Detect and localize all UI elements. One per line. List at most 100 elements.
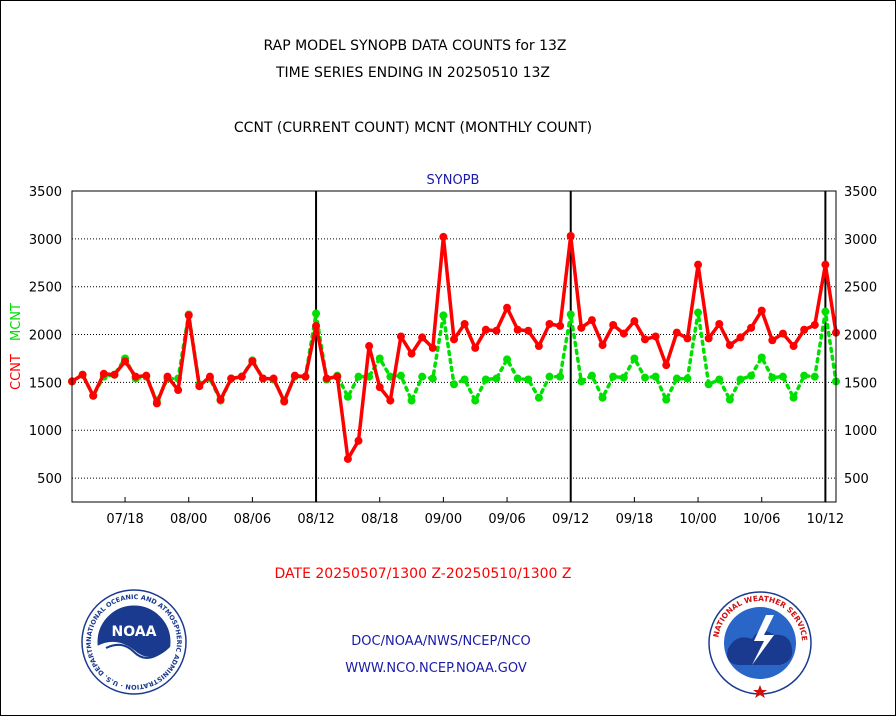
point-mcnt: [725, 395, 734, 404]
point-ccnt: [503, 303, 512, 312]
point-mcnt: [577, 377, 586, 386]
point-ccnt: [269, 374, 278, 383]
point-ccnt: [747, 323, 756, 332]
point-ccnt: [524, 326, 533, 335]
point-mcnt: [396, 371, 405, 380]
point-mcnt: [587, 371, 596, 380]
noaa-logo-text: NOAA: [112, 624, 157, 640]
point-mcnt: [789, 393, 798, 402]
point-mcnt: [566, 310, 575, 319]
point-mcnt: [609, 372, 618, 381]
x-tick-label: 08/00: [170, 512, 207, 527]
point-ccnt: [810, 320, 819, 329]
x-tick-label: 07/18: [106, 512, 143, 527]
point-mcnt: [630, 354, 639, 363]
point-ccnt: [205, 372, 214, 381]
nco-website-link[interactable]: WWW.NCO.NCEP.NOAA.GOV: [345, 661, 527, 676]
point-mcnt: [715, 375, 724, 384]
series-layer: [68, 231, 840, 463]
star-icon: [753, 685, 767, 698]
point-mcnt: [810, 372, 819, 381]
point-ccnt: [152, 399, 161, 408]
point-ccnt: [174, 386, 183, 395]
point-mcnt: [747, 371, 756, 380]
y-tick-right: 2500: [844, 281, 877, 296]
point-mcnt: [662, 395, 671, 404]
chart-title-line1: RAP MODEL SYNOPB DATA COUNTS for 13Z: [263, 38, 566, 54]
point-mcnt: [757, 353, 766, 362]
point-ccnt: [662, 361, 671, 370]
point-mcnt: [821, 307, 830, 316]
point-ccnt: [672, 328, 681, 337]
x-tick-label: 10/00: [679, 512, 716, 527]
point-mcnt: [598, 393, 607, 402]
point-mcnt: [450, 380, 458, 389]
point-ccnt: [768, 336, 777, 345]
x-tick-label: 10/12: [807, 512, 844, 527]
point-ccnt: [577, 323, 586, 332]
x-tick-label: 08/06: [234, 512, 271, 527]
point-ccnt: [237, 372, 246, 381]
point-ccnt: [386, 396, 395, 405]
nco-link[interactable]: DOC/NOAA/NWS/NCEP/NCO: [351, 634, 530, 649]
x-tick-label: 09/18: [616, 512, 653, 527]
point-mcnt: [407, 396, 416, 405]
ccnt-axis-label: CCNT: [9, 354, 24, 390]
point-ccnt: [545, 320, 554, 329]
point-ccnt: [428, 343, 437, 352]
point-ccnt: [683, 334, 692, 343]
point-ccnt: [184, 311, 193, 320]
y-tick-left: 2000: [29, 329, 62, 344]
y-tick-right: 500: [844, 472, 869, 487]
y-axis-left: 500 1000 1500 2000 2500 3000 3500: [29, 185, 62, 487]
x-tick-label: 08/18: [361, 512, 398, 527]
point-mcnt: [641, 373, 649, 382]
point-mcnt: [513, 374, 522, 383]
x-tick-label: 10/06: [743, 512, 780, 527]
nws-logo[interactable]: NATIONAL WEATHER SERVICE: [708, 591, 812, 698]
point-ccnt: [821, 260, 830, 269]
left-axis-label: CCNT MCNT: [9, 303, 24, 390]
point-ccnt: [333, 372, 342, 381]
point-mcnt: [694, 308, 703, 317]
point-ccnt: [598, 341, 607, 350]
point-ccnt: [301, 372, 310, 381]
point-mcnt: [704, 380, 713, 389]
point-ccnt: [280, 397, 289, 406]
y-tick-left: 3000: [29, 233, 62, 248]
x-tick-label: 09/12: [552, 512, 589, 527]
y-tick-right: 1500: [844, 376, 877, 391]
point-mcnt: [524, 375, 533, 384]
point-ccnt: [259, 374, 267, 383]
point-ccnt: [725, 341, 734, 350]
y-tick-right: 2000: [844, 329, 877, 344]
point-ccnt: [163, 372, 172, 381]
point-ccnt: [89, 391, 98, 400]
point-ccnt: [641, 335, 649, 344]
x-tick-label: 08/12: [297, 512, 334, 527]
plot-title: SYNOPB: [427, 173, 480, 188]
point-ccnt: [354, 436, 363, 445]
point-ccnt: [343, 454, 352, 463]
chart-subtitle: CCNT (CURRENT COUNT) MCNT (MONTHLY COUNT…: [234, 120, 592, 136]
point-ccnt: [248, 357, 257, 366]
point-ccnt: [216, 395, 225, 404]
noaa-logo[interactable]: NATIONAL OCEANIC AND ATMOSPHERIC ADMINIS…: [81, 589, 187, 695]
point-ccnt: [757, 306, 766, 315]
y-tick-right: 3000: [844, 233, 877, 248]
point-ccnt: [534, 342, 543, 351]
point-mcnt: [492, 374, 501, 383]
y-tick-left: 1000: [29, 424, 62, 439]
point-ccnt: [630, 317, 639, 326]
chart-title-line2: TIME SERIES ENDING IN 20250510 13Z: [275, 65, 550, 81]
series-ccnt: [68, 231, 840, 463]
point-ccnt: [800, 325, 809, 334]
point-ccnt: [609, 320, 618, 329]
point-ccnt: [121, 357, 130, 366]
y-axis-right: 500 1000 1500 2000 2500 3000 3500: [844, 185, 877, 487]
point-ccnt: [450, 335, 458, 344]
point-ccnt: [704, 334, 713, 343]
plot-border: [71, 190, 837, 503]
point-ccnt: [651, 332, 660, 341]
y-tick-left: 1500: [29, 376, 62, 391]
